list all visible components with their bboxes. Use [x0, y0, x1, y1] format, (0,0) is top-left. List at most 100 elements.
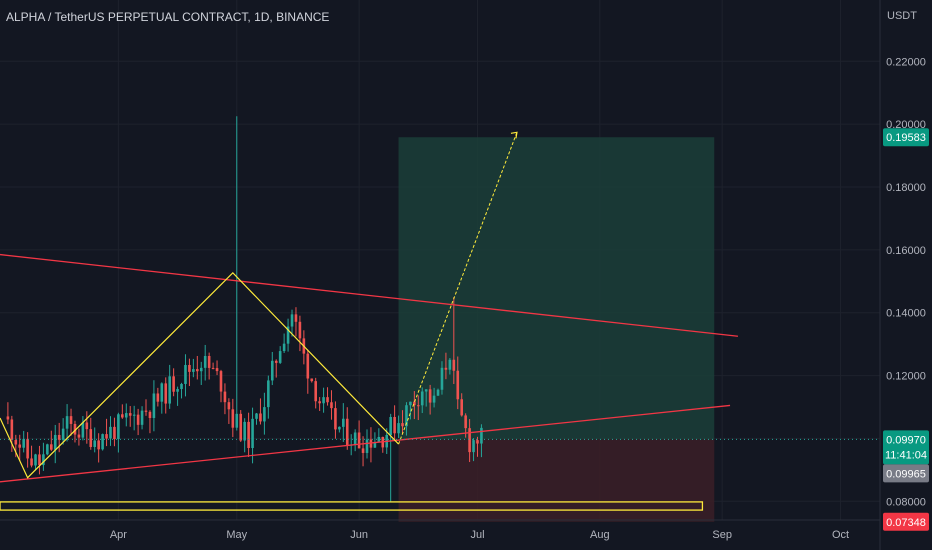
- candle-body: [334, 408, 337, 430]
- candle-body: [452, 359, 456, 371]
- candle-body: [46, 444, 49, 455]
- candle-body: [196, 369, 199, 372]
- candle-body: [192, 369, 195, 372]
- target-price-label-bg: [883, 128, 929, 147]
- candle-body: [345, 418, 349, 445]
- candle-body: [456, 370, 460, 400]
- candle-body: [176, 389, 179, 392]
- candle-body: [353, 432, 357, 445]
- y-tick-label: 0.12000: [886, 371, 926, 383]
- last-price-label: 0.09970: [886, 434, 926, 446]
- candle-body: [14, 440, 18, 445]
- candle-body: [180, 383, 183, 390]
- candle-body: [164, 383, 168, 404]
- candle-body: [10, 419, 14, 441]
- previous-close-label: 0.09965: [886, 468, 926, 480]
- support-zone: [0, 501, 704, 511]
- candle-body: [413, 401, 416, 406]
- symbol-title[interactable]: ALPHA / TetherUS PERPETUAL CONTRACT, 1D,…: [6, 10, 330, 24]
- candle-body: [468, 428, 471, 453]
- candle-body: [373, 441, 377, 448]
- candle-body: [22, 439, 25, 448]
- candle-body: [377, 436, 381, 442]
- candle-body: [93, 440, 97, 447]
- candle-body: [57, 434, 61, 440]
- candle-body: [251, 418, 254, 449]
- candle-body: [207, 355, 211, 368]
- candle-body: [53, 434, 57, 450]
- candle-body: [18, 444, 22, 448]
- candle-body: [259, 413, 262, 422]
- stop-price-label: 0.07348: [886, 517, 926, 529]
- candle-body: [50, 444, 53, 450]
- candle-body: [342, 418, 345, 427]
- candle-body: [361, 448, 365, 453]
- x-tick-label: Oct: [832, 529, 849, 541]
- y-tick-label: 0.22000: [886, 56, 926, 68]
- candle-body: [85, 422, 89, 430]
- position-zones: [398, 137, 715, 522]
- candle-body: [267, 380, 270, 408]
- candle-body: [34, 454, 37, 466]
- candle-body: [286, 326, 290, 344]
- x-tick-label: Apr: [110, 529, 127, 541]
- candle-body: [89, 429, 93, 447]
- y-tick-label: 0.14000: [886, 308, 926, 320]
- candle-body: [298, 321, 302, 339]
- candle-body: [401, 423, 404, 427]
- candle-body: [81, 422, 85, 438]
- candle-body: [156, 393, 160, 402]
- candle-body: [278, 351, 282, 363]
- y-tick-label: 0.20000: [886, 119, 926, 131]
- candle-body: [294, 314, 298, 322]
- candle-body: [247, 421, 250, 449]
- x-tick-label: Jun: [350, 529, 368, 541]
- y-tick-label: 0.08000: [886, 496, 926, 508]
- candle-body: [168, 376, 171, 404]
- candle-body: [282, 343, 286, 352]
- candle-body: [128, 413, 132, 416]
- candle-body: [424, 389, 428, 392]
- candle-body: [160, 383, 164, 402]
- candle-body: [109, 426, 112, 439]
- last-price-label-bg: [883, 430, 929, 465]
- upper-trendline: [0, 253, 739, 337]
- candle-body: [61, 428, 65, 440]
- candle-body: [243, 421, 246, 441]
- candle-body: [448, 359, 452, 370]
- x-tick-label: May: [226, 529, 247, 541]
- candle-body: [124, 413, 128, 418]
- profit-zone: [398, 137, 715, 440]
- candle-body: [440, 367, 444, 390]
- loss-zone: [398, 439, 715, 522]
- candle-body: [152, 393, 156, 418]
- candle-body: [393, 416, 396, 434]
- candle-body: [223, 391, 227, 403]
- candle-body: [432, 395, 436, 403]
- candle-body: [480, 427, 483, 444]
- candle-body: [148, 411, 152, 418]
- x-tick-label: Jul: [470, 529, 484, 541]
- candle-body: [436, 389, 440, 396]
- candle-body: [416, 405, 420, 407]
- candle-body: [306, 353, 310, 379]
- candle-body: [26, 439, 29, 459]
- previous-close-label-bg: [883, 464, 929, 483]
- candle-body: [290, 314, 294, 327]
- candle-body: [389, 416, 392, 435]
- candle-body: [239, 413, 243, 441]
- candle-body: [136, 414, 140, 425]
- candle-body: [101, 434, 104, 450]
- candle-body: [464, 415, 467, 429]
- candle-body: [199, 367, 203, 372]
- candle-body: [472, 440, 475, 453]
- candle-body: [444, 367, 448, 370]
- candle-body: [409, 401, 412, 406]
- candle-body: [140, 410, 144, 425]
- candle-body: [203, 355, 207, 368]
- candle-body: [365, 439, 369, 453]
- candle-body: [172, 376, 175, 392]
- candle-body: [73, 423, 77, 435]
